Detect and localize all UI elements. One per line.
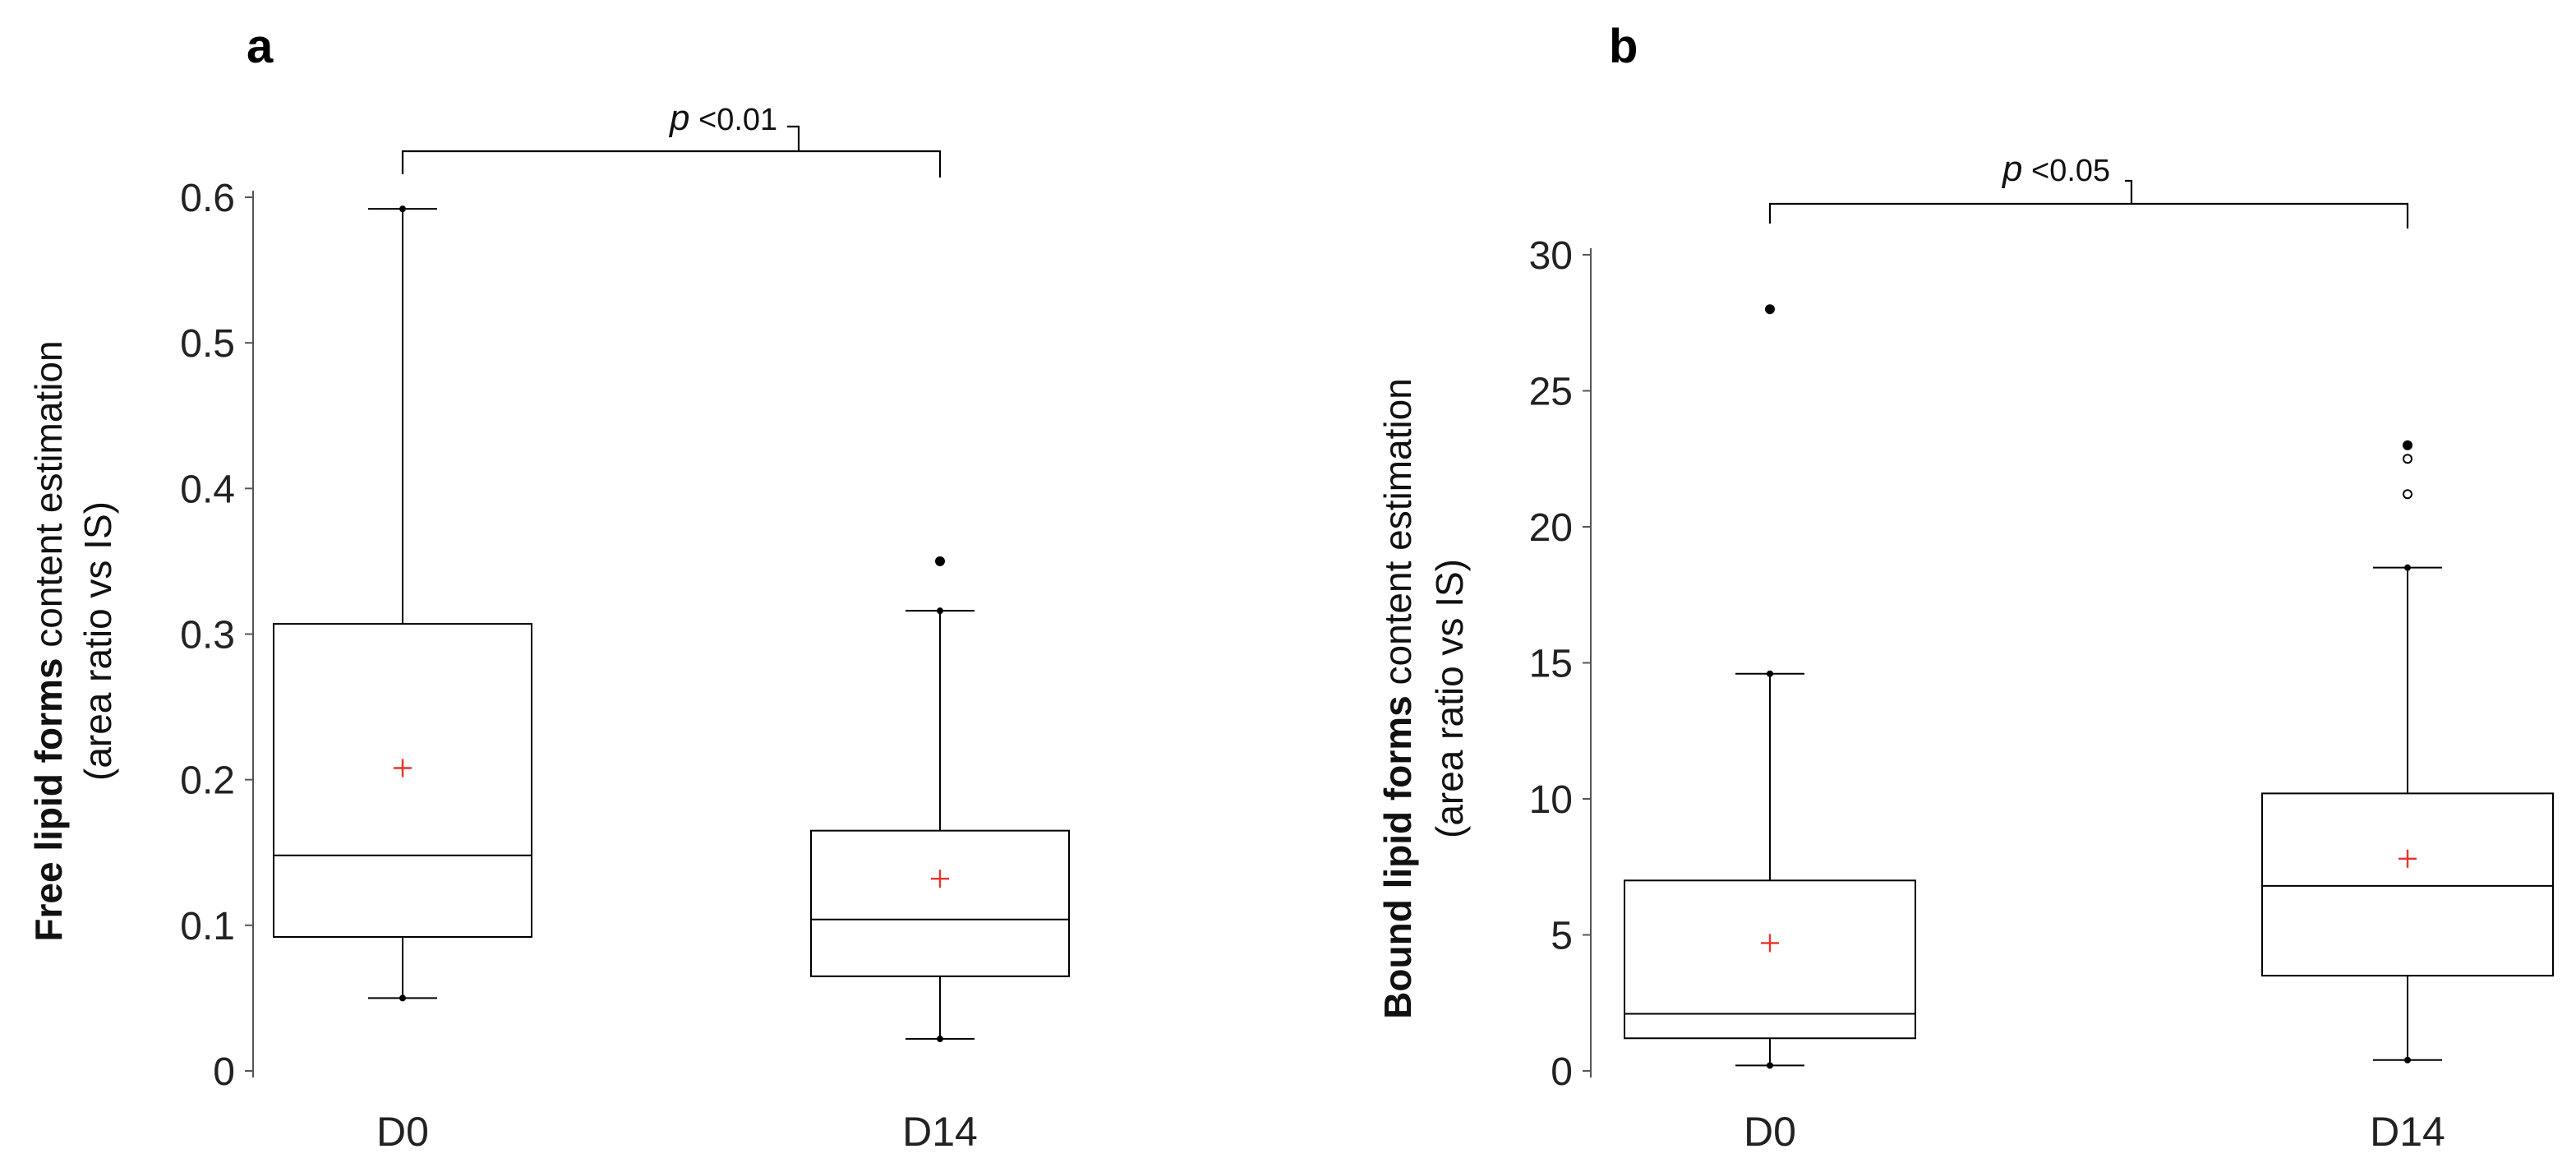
panel-b-outlier-d14 bbox=[2403, 440, 2412, 450]
panel-a-significance: p <0.01 bbox=[401, 98, 942, 178]
panel-a-y-tick-label: 0.1 bbox=[180, 905, 235, 948]
panel-b-box-d0 bbox=[1624, 304, 1916, 1069]
panel-b-p-symbol: p bbox=[2001, 149, 2022, 189]
panel-a-y-axis-title-rest: content estimation bbox=[27, 340, 70, 658]
panel-b-y-tick-label: 20 bbox=[1529, 506, 1573, 550]
panel-a-iqr-box-d0 bbox=[273, 623, 532, 939]
panel-a-p-symbol: p bbox=[668, 98, 689, 138]
panel-a-y-tick-label: 0 bbox=[213, 1050, 235, 1094]
panel-b-y-tick-label: 0 bbox=[1551, 1050, 1573, 1094]
panel-b-x-tick-label-d14: D14 bbox=[2370, 1109, 2445, 1155]
panel-a-box-d14 bbox=[810, 556, 1070, 1043]
panel-b-y-tick-label: 25 bbox=[1529, 371, 1573, 414]
panel-a-x-axis: D0 D14 bbox=[376, 1109, 978, 1155]
panel-b-significance-bracket bbox=[1768, 179, 2409, 228]
panel-b-y-axis-title-rest: content estimation bbox=[1376, 378, 1419, 695]
panel-a-y-tick-label: 0.4 bbox=[180, 468, 235, 511]
panel-a-iqr-box-d14 bbox=[810, 829, 1070, 977]
panel-b-y-tick-label: 15 bbox=[1529, 643, 1573, 686]
panel-b-plot-area bbox=[1624, 304, 2554, 1069]
panel-b-y-tick-label: 5 bbox=[1551, 915, 1573, 958]
panel-a-min-point-d14 bbox=[937, 1036, 943, 1043]
panel-a-chart: a Free lipid forms content estimation (a… bbox=[27, 20, 1070, 1155]
panel-b-mean-marker-d14 bbox=[2399, 849, 2417, 868]
panel-b-y-axis-title: Bound lipid forms content estimation bbox=[1376, 378, 1419, 1019]
panel-a-letter: a bbox=[247, 20, 274, 73]
panel-b-p-threshold: <0.05 bbox=[2022, 154, 2110, 188]
panel-a-y-tick-label: 0.5 bbox=[180, 322, 235, 366]
panel-b-max-point-d14 bbox=[2404, 564, 2411, 571]
panel-b-y-axis-title-bold: Bound lipid forms bbox=[1376, 695, 1419, 1019]
panel-a-significance-bracket bbox=[401, 125, 942, 178]
panel-a-mean-marker-d0 bbox=[394, 759, 412, 777]
panel-b-y-axis: 0 5 10 15 20 25 30 bbox=[1529, 234, 1592, 1094]
panel-b-min-point-d14 bbox=[2404, 1056, 2411, 1064]
panel-b-letter: b bbox=[1609, 20, 1638, 73]
panel-b-significance-label: p <0.05 bbox=[2001, 149, 2110, 189]
panel-a-x-tick-label-d0: D0 bbox=[376, 1109, 429, 1155]
panel-b-box-d14 bbox=[2261, 440, 2554, 1064]
panel-a-p-threshold: <0.01 bbox=[689, 103, 777, 137]
panel-a-y-axis: 0 0.1 0.2 0.3 0.4 0.5 0.6 bbox=[180, 177, 254, 1094]
panel-b-outlier-d14 bbox=[2403, 489, 2412, 500]
panel-b-mean-marker-d0 bbox=[1761, 934, 1779, 953]
panel-b-y-tick-label: 10 bbox=[1529, 778, 1573, 822]
panel-a-y-axis-title-line2: (area ratio vs IS) bbox=[76, 501, 119, 781]
panel-a-significance-label: p <0.01 bbox=[668, 98, 777, 138]
panel-a-y-tick-label: 0.6 bbox=[180, 177, 235, 220]
panel-a-box-d0 bbox=[273, 205, 532, 1002]
panel-b-outlier-d14 bbox=[2403, 454, 2412, 464]
panel-a-min-point-d0 bbox=[399, 994, 406, 1002]
panel-a-y-axis-title-bold: Free lipid forms bbox=[27, 658, 70, 942]
panel-a-max-point-d0 bbox=[399, 205, 406, 213]
panel-b-x-tick-label-d0: D0 bbox=[1744, 1109, 1796, 1155]
panel-a-max-point-d14 bbox=[937, 607, 943, 615]
panel-b-iqr-box-d14 bbox=[2261, 792, 2554, 977]
panel-b-min-point-d0 bbox=[1767, 1062, 1773, 1069]
panel-b-outlier-d0 bbox=[1765, 304, 1775, 315]
panel-a-y-tick-label: 0.2 bbox=[180, 759, 235, 803]
panel-b-y-axis-title-line2: (area ratio vs IS) bbox=[1428, 559, 1471, 838]
panel-a-y-tick-label: 0.3 bbox=[180, 614, 235, 658]
panel-a-plot-area bbox=[273, 205, 1070, 1043]
panel-b-x-axis: D0 D14 bbox=[1744, 1109, 2445, 1155]
panel-b-chart: b Bound lipid forms content estimation (… bbox=[1376, 20, 2554, 1155]
panel-a-outlier-d14 bbox=[935, 556, 945, 566]
panel-a-y-axis-title: Free lipid forms content estimation bbox=[27, 340, 70, 941]
panel-a-mean-marker-d14 bbox=[931, 870, 949, 888]
panel-b-max-point-d0 bbox=[1767, 670, 1773, 677]
panel-b-y-tick-label: 30 bbox=[1529, 234, 1573, 278]
panel-a-x-tick-label-d14: D14 bbox=[902, 1109, 978, 1155]
panel-b-iqr-box-d0 bbox=[1624, 879, 1916, 1040]
panel-b-significance: p <0.05 bbox=[1768, 149, 2409, 228]
